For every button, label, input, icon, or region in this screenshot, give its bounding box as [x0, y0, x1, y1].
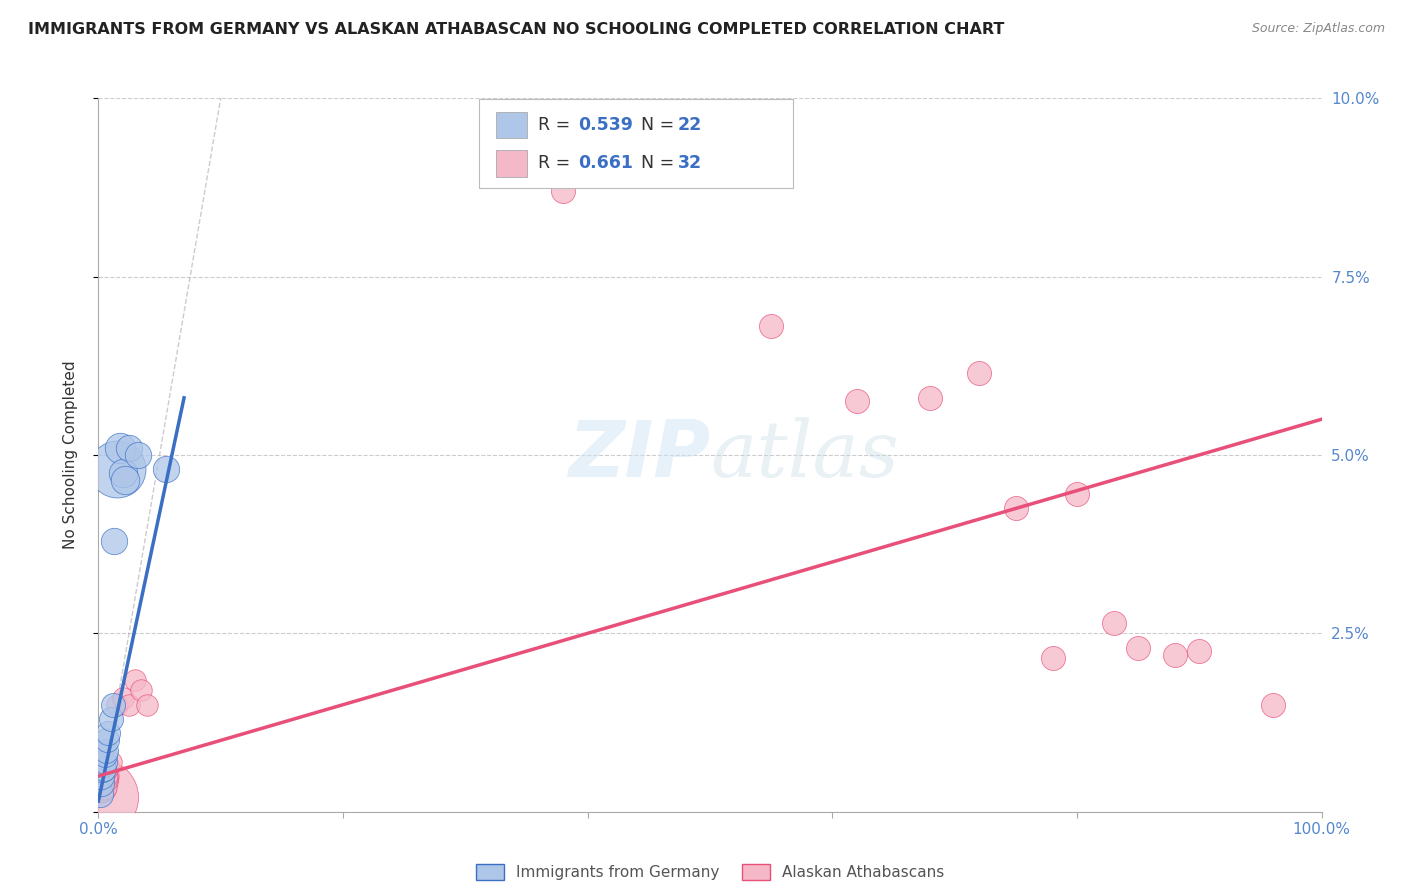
Point — [103, 533, 125, 548]
Point — [127, 448, 149, 462]
Text: IMMIGRANTS FROM GERMANY VS ALASKAN ATHABASCAN NO SCHOOLING COMPLETED CORRELATION: IMMIGRANTS FROM GERMANY VS ALASKAN ATHAB… — [28, 22, 1004, 37]
Point — [90, 776, 112, 790]
Text: 0.661: 0.661 — [578, 154, 633, 172]
Point — [93, 755, 115, 769]
Point — [93, 762, 115, 776]
Point — [91, 758, 114, 772]
Point — [1164, 648, 1187, 662]
Point — [110, 441, 132, 455]
Point — [761, 319, 783, 334]
Point — [105, 698, 128, 712]
Point — [93, 780, 115, 794]
Point — [100, 755, 122, 769]
Text: R =: R = — [538, 116, 576, 134]
Point — [89, 769, 111, 783]
Text: N =: N = — [641, 154, 681, 172]
Point — [96, 733, 118, 747]
Point — [155, 462, 177, 476]
Text: 0.539: 0.539 — [578, 116, 633, 134]
Point — [1066, 487, 1088, 501]
Point — [118, 698, 141, 712]
Point — [89, 790, 111, 805]
Point — [91, 772, 114, 787]
Text: atlas: atlas — [710, 417, 898, 493]
Point — [101, 698, 124, 712]
Point — [89, 787, 111, 801]
Point — [94, 744, 117, 758]
Point — [967, 366, 990, 380]
Point — [1128, 640, 1150, 655]
Text: 22: 22 — [678, 116, 702, 134]
Point — [1042, 651, 1064, 665]
Text: ZIP: ZIP — [568, 417, 710, 493]
Point — [553, 184, 575, 198]
Point — [91, 765, 114, 780]
Point — [97, 726, 120, 740]
Point — [91, 762, 114, 776]
Text: N =: N = — [641, 116, 681, 134]
Legend: Immigrants from Germany, Alaskan Athabascans: Immigrants from Germany, Alaskan Athabas… — [470, 858, 950, 886]
Point — [118, 441, 141, 455]
Point — [96, 762, 118, 776]
Point — [111, 690, 134, 705]
Text: R =: R = — [538, 154, 576, 172]
Point — [97, 758, 120, 772]
Y-axis label: No Schooling Completed: No Schooling Completed — [63, 360, 77, 549]
Point — [111, 466, 134, 480]
Point — [90, 780, 112, 794]
Text: Source: ZipAtlas.com: Source: ZipAtlas.com — [1251, 22, 1385, 36]
Point — [845, 394, 868, 409]
Point — [94, 747, 117, 762]
Point — [124, 673, 146, 687]
Point — [100, 712, 122, 726]
Point — [136, 698, 159, 712]
Point — [91, 755, 114, 769]
Point — [1102, 615, 1125, 630]
Point — [1261, 698, 1284, 712]
Point — [129, 683, 152, 698]
Point — [90, 772, 112, 787]
Point — [105, 462, 128, 476]
Point — [91, 762, 114, 776]
Point — [94, 769, 117, 783]
Point — [1188, 644, 1211, 658]
Point — [1004, 501, 1026, 516]
Point — [93, 772, 115, 787]
Point — [90, 769, 112, 783]
Text: 32: 32 — [678, 154, 702, 172]
Point — [114, 473, 136, 487]
Point — [920, 391, 942, 405]
